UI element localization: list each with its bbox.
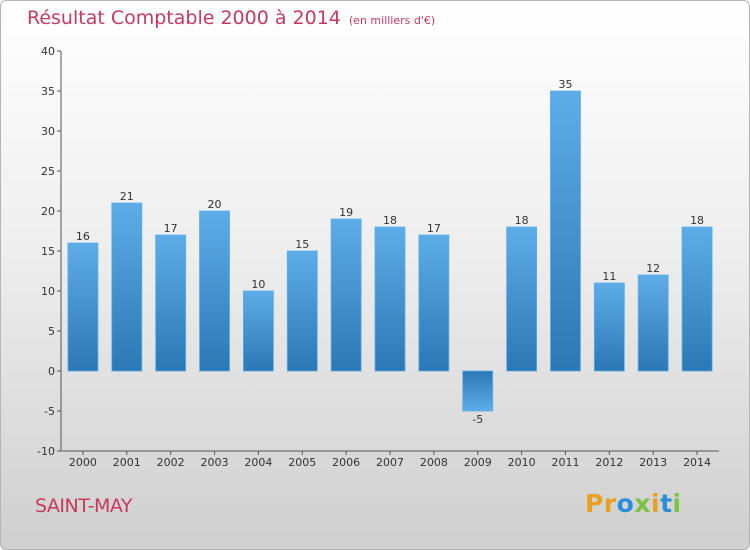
bar-2003 xyxy=(199,210,230,372)
bar-value-label: 12 xyxy=(646,262,660,275)
bar-value-label: 11 xyxy=(602,270,616,283)
bar-2012 xyxy=(593,282,625,372)
chart-title: Résultat Comptable 2000 à 2014 xyxy=(27,7,341,29)
bar-value-label: 21 xyxy=(120,190,134,203)
bar-2014 xyxy=(681,226,713,372)
bar-2000 xyxy=(67,242,99,372)
x-tick-label: 2001 xyxy=(113,456,141,469)
bar-value-label: 17 xyxy=(164,222,178,235)
y-axis: -10 -5 0 5 10 15 20 25 30 35 40 xyxy=(37,45,62,458)
chart-unit-label: (en milliers d'€) xyxy=(348,14,436,27)
y-tick-label: 20 xyxy=(41,205,55,218)
bars: 16 21 17 20 10 15 19 18 17 -5 18 35 11 12 18 xyxy=(67,78,713,426)
bar-value-label: 15 xyxy=(295,238,309,251)
y-tick-label: -10 xyxy=(37,445,55,458)
y-tick-label: 40 xyxy=(41,45,55,58)
x-tick-label: 2012 xyxy=(595,456,623,469)
x-tick-label: 2000 xyxy=(69,456,97,469)
y-tick-label: 5 xyxy=(48,325,55,338)
x-tick-label: 2002 xyxy=(157,456,185,469)
brand-letter: P xyxy=(585,489,604,518)
bar-2008 xyxy=(418,234,450,372)
y-tick-label: 15 xyxy=(41,245,55,258)
y-tick-label: 30 xyxy=(41,125,55,138)
brand-letter: x xyxy=(634,489,651,518)
bar-value-label: 18 xyxy=(383,214,397,227)
bar-value-label: 17 xyxy=(427,222,441,235)
brand-letter: o xyxy=(616,489,635,518)
brand-letter: r xyxy=(603,489,617,518)
x-tick-label: 2008 xyxy=(420,456,448,469)
x-tick-label: 2011 xyxy=(551,456,579,469)
x-tick-label: 2006 xyxy=(332,456,360,469)
bar-2011 xyxy=(550,90,581,372)
y-tick-label: 0 xyxy=(48,365,55,378)
brand-letter: i xyxy=(651,489,661,518)
x-axis: 2000 2001 2002 2003 2004 2005 2006 2007 2008 2009… xyxy=(61,450,719,469)
bar-value-label: 10 xyxy=(251,278,265,291)
bar-2010 xyxy=(506,226,538,372)
x-tick-label: 2004 xyxy=(244,456,272,469)
x-tick-label: 2013 xyxy=(639,456,667,469)
y-tick-label: 25 xyxy=(41,165,55,178)
brand-letter: t xyxy=(660,489,673,518)
bar-value-label: 19 xyxy=(339,206,353,219)
bar-2009 xyxy=(462,370,494,412)
x-tick-label: 2003 xyxy=(201,456,229,469)
x-tick-label: 2007 xyxy=(376,456,404,469)
x-tick-label: 2009 xyxy=(464,456,492,469)
bar-value-label: 35 xyxy=(558,78,572,91)
bar-2013 xyxy=(637,274,669,372)
bar-2002 xyxy=(155,234,187,372)
x-tick-label: 2005 xyxy=(288,456,316,469)
title-row: Résultat Comptable 2000 à 2014 (en millie… xyxy=(27,7,435,29)
brand-logo: Proxiti xyxy=(585,489,682,518)
bar-value-label: 16 xyxy=(76,230,90,243)
y-tick-label: -5 xyxy=(44,405,55,418)
bar-2007 xyxy=(374,226,406,372)
brand-letter: i xyxy=(672,489,682,518)
bar-2001 xyxy=(111,202,143,372)
bar-2006 xyxy=(330,218,362,372)
bar-value-label: 18 xyxy=(690,214,704,227)
bar-value-label: 18 xyxy=(515,214,529,227)
y-tick-label: 10 xyxy=(41,285,55,298)
bar-value-label: -5 xyxy=(472,413,483,426)
x-tick-label: 2014 xyxy=(683,456,711,469)
bar-2005 xyxy=(286,250,318,372)
place-name: SAINT-MAY xyxy=(35,495,132,517)
bar-2004 xyxy=(242,290,274,372)
y-tick-label: 35 xyxy=(41,85,55,98)
bar-value-label: 20 xyxy=(208,198,222,211)
x-tick-label: 2010 xyxy=(508,456,536,469)
